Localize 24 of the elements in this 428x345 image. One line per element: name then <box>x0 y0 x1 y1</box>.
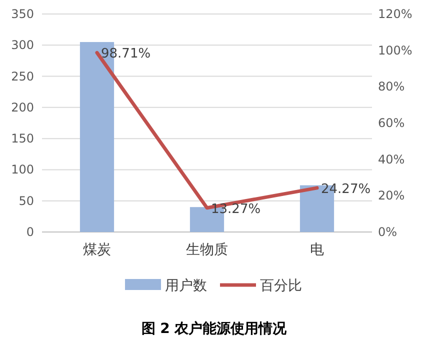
x-tick-label: 煤炭 <box>83 242 111 258</box>
y2-tick-label: 120% <box>378 7 412 21</box>
y2-tick-label: 20% <box>378 188 405 203</box>
text: 图 2 农户能源使用情况 <box>141 320 288 337</box>
y-tick-label: 300 <box>11 38 34 52</box>
y-tick-label: 50 <box>18 194 34 208</box>
data-label: 24.27% <box>321 182 371 197</box>
data-label: 13.27% <box>211 202 261 217</box>
y-tick-label: 0 <box>26 225 34 239</box>
y-tick-label: 200 <box>11 100 34 114</box>
y-tick-label: 250 <box>11 69 34 84</box>
y-tick-label: 100 <box>11 162 34 177</box>
legend-label: 百分比 <box>260 278 302 294</box>
y2-tick-label: 60% <box>378 116 405 130</box>
x-tick-label: 电 <box>310 242 324 258</box>
data-label: 98.71% <box>101 46 151 62</box>
x-tick-label: 生物质 <box>186 242 228 258</box>
y-tick-label: 350 <box>11 7 34 21</box>
y2-tick-label: 100% <box>378 43 412 58</box>
y-tick-label: 150 <box>11 132 34 146</box>
y2-tick-label: 80% <box>378 80 405 94</box>
y2-tick-label: 0% <box>378 225 398 239</box>
legend-label: 用户数 <box>165 278 207 294</box>
y2-tick-label: 40% <box>378 152 405 166</box>
